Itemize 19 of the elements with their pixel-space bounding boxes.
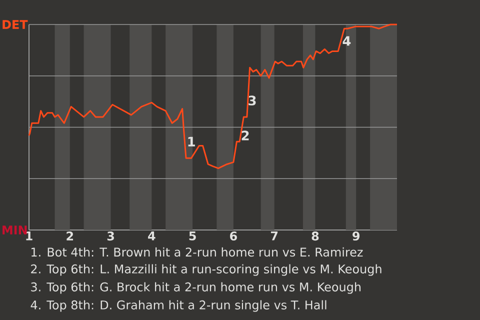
annotation: 3 [248, 96, 256, 106]
annotation: 4 [342, 36, 351, 46]
x-tick-label: 5 [189, 232, 196, 240]
x-tick-label: 9 [352, 232, 360, 241]
x-tick-label: 3 [107, 232, 114, 241]
annotation: 1 [188, 136, 195, 146]
text: DET [2, 20, 28, 29]
x-tick-label: 2 [66, 232, 74, 240]
text: 4. Top 8th: D. Graham hit a 2-run single vs T. Hall [30, 300, 326, 312]
text: 2. Top 6th: L. Mazzilli hit a run-scoring single vs M. Keough [31, 264, 382, 276]
text: 3. Top 6th: G. Brock hit a 2-run home run vs M. Keough [31, 282, 361, 294]
annotation: 2 [242, 130, 249, 140]
x-tick-label: 8 [312, 232, 319, 241]
x-tick-label: 1 [26, 232, 32, 240]
x-tick-label: 6 [230, 232, 237, 241]
text: 1. Bot 4th: T. Brown hit a 2-run home run vs E. Ramirez [32, 247, 363, 257]
x-tick-label: 7 [270, 232, 278, 240]
text: MIN [2, 226, 27, 234]
x-tick-label: 4 [148, 232, 156, 240]
